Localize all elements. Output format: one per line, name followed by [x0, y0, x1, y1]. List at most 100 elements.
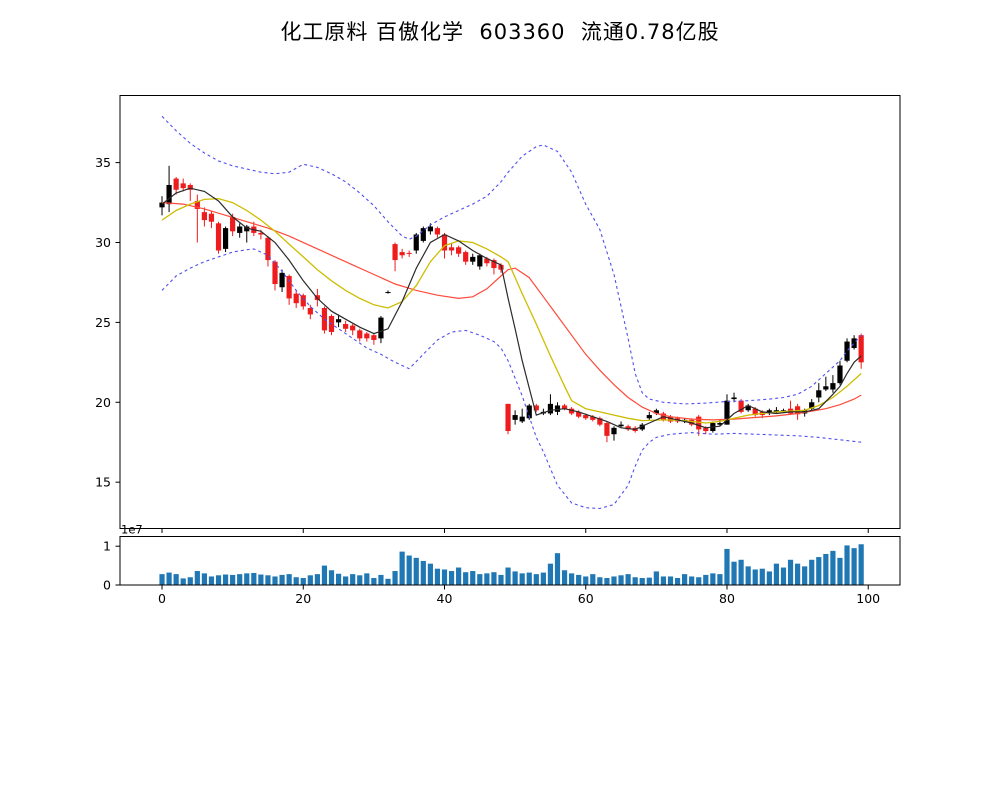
- volume-bar: [477, 574, 483, 585]
- candle-body: [519, 416, 525, 422]
- candle-body: [703, 427, 709, 432]
- candle-body: [286, 276, 292, 299]
- candle-body: [618, 424, 624, 427]
- volume-bar: [561, 570, 568, 585]
- candle-body: [858, 335, 864, 363]
- volume-bar: [230, 574, 236, 585]
- volume-bar: [618, 575, 624, 585]
- volume-bar: [583, 576, 589, 585]
- volume-bar: [251, 572, 257, 585]
- candle-body: [159, 202, 165, 208]
- volume-bar: [526, 572, 532, 585]
- candle-body: [187, 184, 193, 190]
- candle-body: [215, 223, 222, 251]
- candle-body: [773, 410, 780, 412]
- volume-bar: [604, 578, 610, 585]
- volume-bar: [194, 571, 200, 585]
- candle-body: [173, 178, 179, 190]
- volume-bar: [837, 557, 843, 585]
- volume-bar: [286, 574, 292, 585]
- volume-bars: [159, 544, 864, 585]
- volume-bar: [208, 576, 215, 585]
- volume-bar: [745, 566, 751, 585]
- candle-body: [505, 403, 511, 432]
- volume-bar: [766, 571, 772, 585]
- volume-bar: [512, 571, 518, 585]
- candle-body: [300, 295, 306, 307]
- volume-bar: [738, 559, 744, 585]
- volume-bar: [689, 576, 695, 585]
- volume-offset-label-1e7: 1e7: [121, 523, 143, 537]
- candle-body: [569, 408, 575, 414]
- candle-body: [357, 330, 363, 339]
- volume-bar: [222, 574, 229, 585]
- volume-bar: [533, 574, 539, 585]
- volume-bar: [470, 571, 476, 585]
- candle-body: [625, 426, 631, 430]
- ma-slow-line: [161, 202, 862, 421]
- volume-bar: [187, 577, 193, 585]
- candle-body: [851, 338, 857, 348]
- candle-body: [696, 416, 702, 430]
- volume-bar: [159, 574, 165, 585]
- candle-body: [484, 258, 490, 264]
- volume-bar: [279, 574, 285, 585]
- candle-body: [180, 183, 186, 189]
- candle-body: [279, 272, 285, 288]
- volume-bar: [795, 563, 801, 585]
- volume-bar: [456, 567, 462, 585]
- volume-bar: [731, 561, 737, 585]
- volume-bar: [667, 576, 674, 585]
- volume-bar: [611, 576, 617, 585]
- main-axes-frame: [119, 95, 901, 529]
- candle-body: [470, 256, 476, 262]
- main-y-tick-label: 20: [95, 395, 111, 410]
- volume-bar: [237, 574, 243, 585]
- candle-body: [350, 325, 356, 331]
- candle-body: [201, 212, 207, 221]
- volume-bar: [858, 544, 864, 585]
- volume-bar: [244, 573, 250, 585]
- candle-body: [547, 403, 554, 414]
- volume-bar: [724, 548, 730, 585]
- candle-body: [463, 252, 469, 262]
- chart-title: 化工原料 百傲化学 603360 流通0.78亿股: [280, 20, 720, 44]
- candle-body: [413, 234, 419, 251]
- candle-body: [646, 415, 652, 419]
- candle-body: [731, 397, 737, 400]
- overlay-lines: [161, 115, 862, 510]
- candle-body: [258, 232, 264, 235]
- band-lower-line: [161, 248, 862, 510]
- volume-x-tick-label: 60: [578, 591, 594, 606]
- volume-bar: [802, 566, 808, 585]
- volume-y-tick-label: 0: [103, 578, 111, 593]
- candle-body: [441, 234, 448, 251]
- candle-body: [583, 415, 589, 419]
- candle-body: [533, 405, 539, 411]
- volume-bar: [328, 570, 335, 585]
- volume-bar: [448, 571, 455, 585]
- volume-bar: [646, 577, 652, 585]
- candle-body: [745, 405, 751, 411]
- volume-bar: [350, 574, 356, 585]
- candle-body: [378, 317, 384, 339]
- volume-y-tick-label: 1: [103, 539, 111, 554]
- volume-bar: [335, 573, 342, 585]
- volume-bar: [816, 557, 822, 585]
- volume-bar: [759, 568, 765, 585]
- volume-bar: [173, 574, 179, 585]
- volume-bar: [399, 551, 405, 585]
- volume-bar: [406, 555, 412, 585]
- candle-body: [689, 419, 695, 425]
- ma-fast-line: [161, 187, 862, 431]
- candle-body: [809, 402, 815, 409]
- volume-bar: [844, 545, 850, 585]
- volume-bar: [357, 575, 363, 585]
- volume-bar: [780, 567, 787, 585]
- main-y-tick-label: 15: [95, 475, 111, 490]
- volume-bar: [364, 573, 370, 585]
- x-axis-ticks: 0 20 40 60 80 100: [158, 528, 880, 606]
- volume-axes-frame: [119, 536, 901, 586]
- candle-body: [653, 410, 659, 414]
